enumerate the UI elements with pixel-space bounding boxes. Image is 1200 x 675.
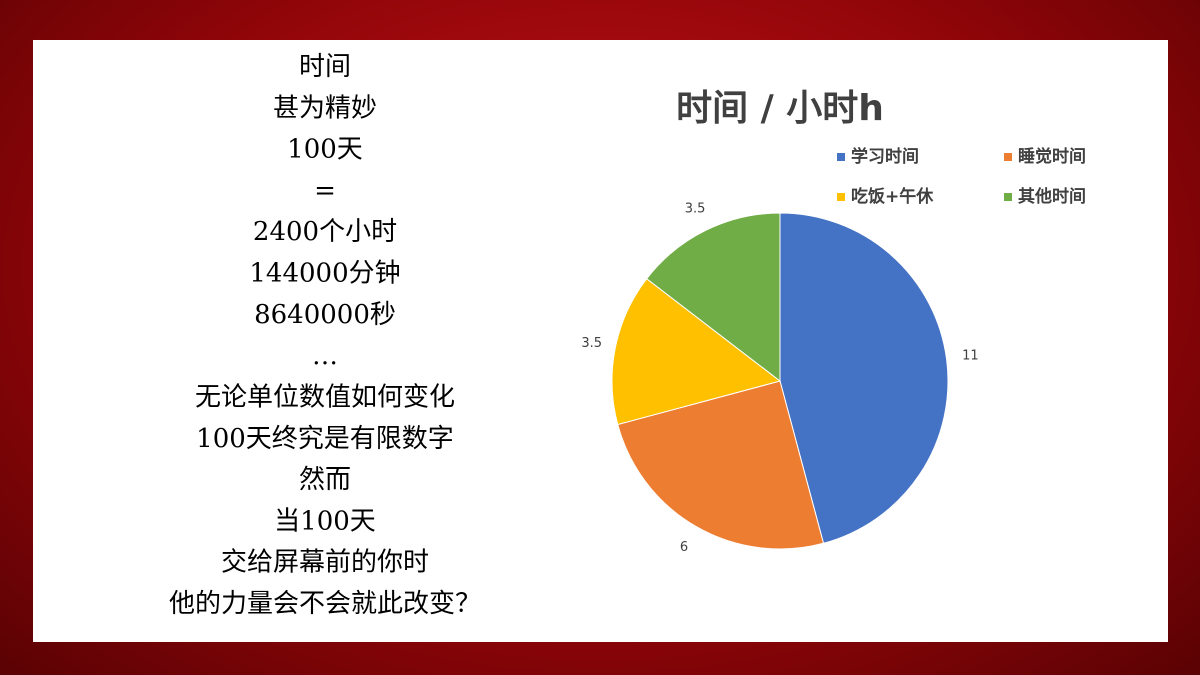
data-label: 3.5 [581,336,602,351]
pie-slice [617,380,825,550]
chart-title: 时间 / 小时h [676,88,884,129]
pie-slice [779,212,949,544]
text-line: 当100天 [274,506,376,536]
text-line: 100天 [287,135,363,165]
data-label: 3.5 [685,201,706,216]
legend-label: 其他时间 [1018,186,1086,207]
data-label: 6 [680,540,688,555]
text-line: = [314,176,336,206]
text-line: 交给屏幕前的你时 [221,548,429,578]
text-line: 8640000秒 [254,300,396,330]
legend-label: 吃饭+午休 [851,186,934,207]
pie-slice [646,212,781,383]
legend-label: 学习时间 [851,146,919,167]
text-line: … [312,341,338,371]
text-line: 然而 [299,465,351,495]
pie-slice [611,278,782,426]
text-line: 144000分钟 [249,259,400,289]
legend-swatch [837,153,845,161]
data-label: 11 [962,348,979,363]
text-line: 2400个小时 [253,217,397,247]
legend-swatch [837,193,845,201]
slide-panel [33,40,1168,642]
legend-label: 睡觉时间 [1018,146,1086,167]
legend-swatch [1004,153,1012,161]
text-line: 甚为精妙 [273,93,377,123]
text-line: 他的力量会不会就此改变？ [169,589,481,619]
text-line: 100天终究是有限数字 [196,424,454,454]
text-line: 时间 [299,52,351,82]
text-line: 无论单位数值如何变化 [195,382,455,412]
legend-swatch [1004,193,1012,201]
